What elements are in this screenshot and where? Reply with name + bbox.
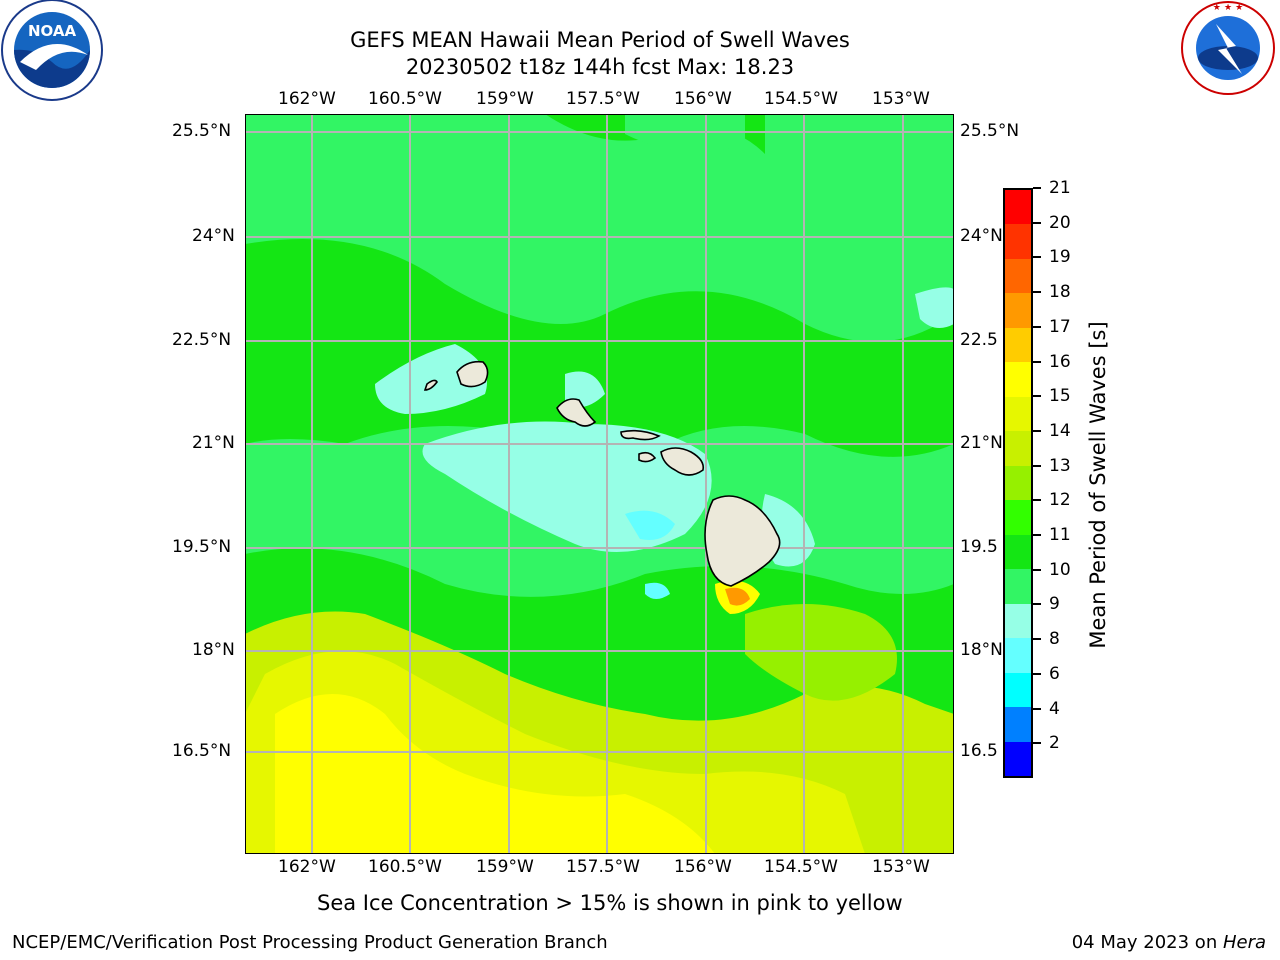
colorbar-tick-label: 15 — [1033, 386, 1071, 406]
map-caption: Sea Ice Concentration > 15% is shown in … — [317, 891, 903, 915]
colorbar-ticks: 21 20 19 18 17 16 15 14 13 12 11 10 9 8 6 4 2 — [1033, 178, 1083, 790]
colorbar-tick-label: 10 — [1033, 560, 1071, 580]
colorbar-segment — [1005, 431, 1031, 466]
lat-label-left-5: 18°N — [192, 640, 235, 660]
lat-label-left-0: 25.5°N — [172, 121, 232, 141]
swell-period-map — [245, 114, 954, 854]
colorbar-tick-label: 12 — [1033, 490, 1071, 510]
colorbar-segment — [1005, 500, 1031, 535]
lon-label-bottom-3: 157.5°W — [566, 857, 640, 877]
footer-date: 04 May 2023 on — [1071, 932, 1223, 953]
colorbar-segment — [1005, 603, 1031, 639]
colorbar-tick-label: 4 — [1033, 699, 1060, 719]
colorbar-tick-label: 20 — [1033, 213, 1071, 233]
colorbar-segment — [1005, 707, 1031, 742]
colorbar-tick-label: 13 — [1033, 456, 1071, 476]
island-molokai — [620, 429, 661, 441]
colorbar-tick-label: 2 — [1033, 733, 1060, 753]
colorbar-segment — [1005, 362, 1031, 397]
colorbar-label: Mean Period of Swell Waves [s] — [1086, 321, 1110, 649]
lon-label-top-0: 162°W — [278, 89, 336, 109]
island-maui — [660, 447, 705, 476]
lon-label-bottom-1: 160.5°W — [368, 857, 442, 877]
lat-label-left-1: 24°N — [192, 226, 235, 246]
nws-logo-icon: ★ ★ ★ — [1181, 1, 1275, 95]
colorbar-segment — [1005, 638, 1031, 673]
lat-label-left-2: 22.5°N — [172, 330, 232, 350]
lon-label-bottom-5: 154.5°W — [764, 857, 838, 877]
island-oahu — [556, 398, 597, 427]
island-hawaii — [704, 495, 781, 587]
lon-label-bottom-4: 156°W — [674, 857, 732, 877]
colorbar-segment — [1005, 569, 1031, 604]
lat-label-right-1: 24°N — [960, 226, 1003, 246]
colorbar-segment — [1005, 396, 1031, 432]
colorbar-tick-label: 18 — [1033, 282, 1071, 302]
lat-label-right-5: 18°N — [960, 640, 1003, 660]
colorbar-segment — [1005, 293, 1031, 328]
colorbar-tick-label: 9 — [1033, 594, 1060, 614]
colorbar-segment — [1005, 672, 1031, 708]
bright-yellow-south — [275, 694, 715, 854]
colorbar-segment — [1005, 224, 1031, 259]
lat-label-right-3: 21°N — [960, 433, 1003, 453]
cyan-northeast — [915, 287, 954, 328]
map-gridlines — [245, 114, 954, 854]
svg-text:★ ★ ★: ★ ★ ★ — [1213, 3, 1243, 13]
lat-label-right-4: 19.5 — [960, 537, 998, 557]
title-line-1: GEFS MEAN Hawaii Mean Period of Swell Wa… — [350, 28, 850, 52]
footer-right: 04 May 2023 on Hera — [1072, 932, 1266, 953]
lat-label-left-6: 16.5°N — [172, 741, 232, 761]
colorbar-segment — [1005, 190, 1031, 225]
colorbar-tick-label: 21 — [1033, 178, 1071, 198]
title-line-2: 20230502 t18z 144h fcst Max: 18.23 — [405, 55, 795, 79]
cyan-kauai — [375, 344, 487, 414]
lat-label-left-4: 19.5°N — [172, 537, 232, 557]
lon-label-top-4: 156°W — [674, 89, 732, 109]
dark-green-band-south — [245, 548, 954, 724]
noaa-logo-text: NOAA — [28, 22, 77, 40]
orange-bigisland-south — [725, 587, 750, 606]
colorbar-tick-label: 17 — [1033, 317, 1071, 337]
lon-label-top-2: 159°W — [476, 89, 534, 109]
lat-label-left-3: 21°N — [192, 433, 235, 453]
hawaiian-islands — [423, 360, 781, 587]
colorbar-segment — [1005, 534, 1031, 570]
noaa-logo-icon: NOAA — [1, 0, 103, 101]
yellow-green-east — [745, 604, 897, 701]
colorbar-segment — [1005, 327, 1031, 363]
colorbar-segment — [1005, 741, 1031, 776]
colorbar-tick-label: 16 — [1033, 352, 1071, 372]
lat-label-right-6: 16.5 — [960, 741, 998, 761]
footer-left: NCEP/EMC/Verification Post Processing Pr… — [12, 932, 608, 953]
lon-label-top-3: 157.5°W — [566, 89, 640, 109]
colorbar — [1003, 188, 1033, 778]
island-lanai — [638, 451, 657, 463]
colorbar-tick-label: 19 — [1033, 247, 1071, 267]
colorbar-tick-label: 11 — [1033, 525, 1071, 545]
island-kauai — [456, 360, 489, 388]
lon-label-top-1: 160.5°W — [368, 89, 442, 109]
footer-host: Hera — [1222, 932, 1266, 953]
lon-label-top-5: 154.5°W — [764, 89, 838, 109]
colorbar-tick-label: 14 — [1033, 421, 1071, 441]
colorbar-segment — [1005, 465, 1031, 501]
colorbar-tick-label: 8 — [1033, 629, 1060, 649]
lat-label-right-2: 22.5 — [960, 330, 998, 350]
colorbar-segment — [1005, 258, 1031, 294]
cyan-bright-1 — [625, 510, 675, 540]
island-niihau — [423, 379, 438, 391]
lon-label-top-6: 153°W — [872, 89, 930, 109]
lon-label-bottom-2: 159°W — [476, 857, 534, 877]
colorbar-tick-label: 6 — [1033, 664, 1060, 684]
lat-label-right-0: 25.5°N — [960, 121, 1020, 141]
lon-label-bottom-6: 153°W — [872, 857, 930, 877]
lon-label-bottom-0: 162°W — [278, 857, 336, 877]
